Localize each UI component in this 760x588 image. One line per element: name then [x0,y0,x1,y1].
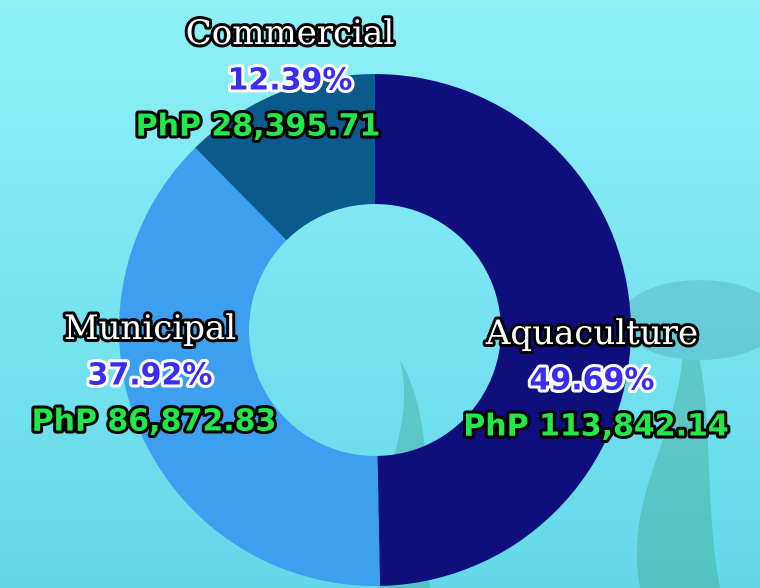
amount-label: PhP 86,872.83 [32,404,277,439]
category-label: Aquaculture [485,313,698,353]
category-label: Municipal [64,308,236,348]
amount-label: PhP 28,395.71 [136,109,381,144]
percent-label: 12.39% [228,63,353,98]
percent-label: 37.92% [88,358,213,393]
chart: Aquaculture 49.69% PhP 113,842.14 Municipal… [0,0,760,588]
amount-label: PhP 113,842.14 [463,409,729,444]
percent-label: 49.69% [530,363,655,398]
category-label: Commercial [186,13,394,53]
